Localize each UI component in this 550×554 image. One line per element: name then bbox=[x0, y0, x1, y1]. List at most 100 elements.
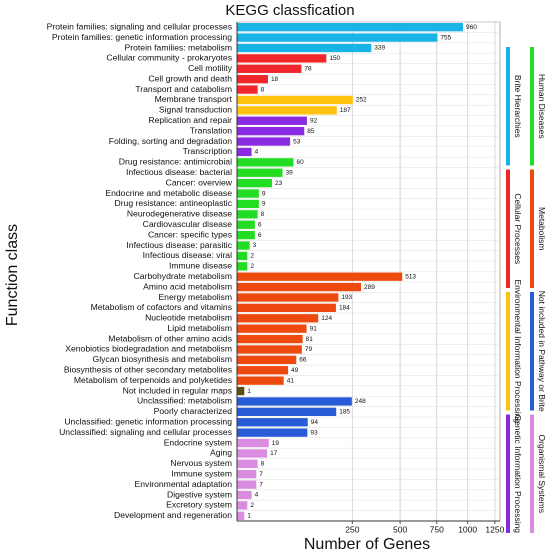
value-label: 9 bbox=[262, 190, 266, 197]
category-label: Translation bbox=[190, 125, 232, 135]
bar bbox=[237, 407, 337, 417]
category-label: Drug resistance: antineoplastic bbox=[114, 198, 232, 208]
bar bbox=[237, 95, 353, 105]
category-label: Environmental adaptation bbox=[135, 479, 233, 489]
category-label: Nucleotide metabolism bbox=[145, 313, 232, 323]
value-label: 6 bbox=[258, 232, 262, 239]
bar bbox=[237, 54, 327, 63]
bar bbox=[237, 449, 268, 458]
value-label: 289 bbox=[364, 284, 375, 291]
category-label: Unclassified: signaling and cellular pro… bbox=[59, 427, 232, 437]
bar bbox=[237, 490, 252, 500]
bar bbox=[237, 459, 258, 468]
value-label: 85 bbox=[307, 128, 315, 135]
category-label: Metabolism of terpenoids and polyketides bbox=[74, 375, 232, 385]
value-label: 9 bbox=[262, 201, 266, 208]
bar bbox=[237, 241, 250, 250]
category-label: Protein families: genetic information pr… bbox=[52, 32, 232, 42]
category-label: Drug resistance: antimicrobial bbox=[119, 157, 232, 167]
value-label: 185 bbox=[339, 409, 350, 416]
bar bbox=[237, 23, 464, 32]
bar bbox=[237, 438, 269, 448]
category-label: Membrane transport bbox=[155, 94, 233, 104]
value-label: 184 bbox=[339, 305, 350, 312]
category-label: Signal transduction bbox=[159, 105, 232, 115]
value-label: 124 bbox=[321, 315, 332, 322]
category-label: Digestive system bbox=[167, 489, 232, 499]
value-label: 81 bbox=[306, 336, 314, 343]
legend-swatch bbox=[530, 169, 534, 288]
bar bbox=[237, 428, 308, 437]
category-label: Cell growth and death bbox=[148, 73, 232, 83]
category-label: Unclassified: metabolism bbox=[137, 396, 232, 406]
bar bbox=[237, 210, 258, 219]
bar bbox=[237, 126, 305, 136]
bar bbox=[237, 178, 272, 188]
legend-label: Genetic Information Processing bbox=[513, 414, 523, 533]
value-label: 248 bbox=[355, 398, 366, 405]
category-label: Xenobiotics biodegradation and metabolis… bbox=[65, 344, 232, 354]
bar bbox=[237, 334, 303, 344]
category-label: Aging bbox=[210, 448, 232, 458]
bar bbox=[237, 85, 258, 94]
category-label: Cardiovascular disease bbox=[143, 219, 233, 229]
category-label: Carbohydrate metabolism bbox=[134, 271, 232, 281]
value-label: 1 bbox=[247, 388, 251, 395]
bar bbox=[237, 116, 307, 125]
bar bbox=[237, 511, 245, 520]
bar bbox=[237, 158, 294, 167]
bar bbox=[237, 168, 283, 177]
bar bbox=[237, 345, 302, 354]
bar bbox=[237, 418, 308, 427]
value-label: 66 bbox=[299, 357, 307, 364]
legend-swatch bbox=[530, 292, 534, 411]
bar bbox=[237, 324, 307, 333]
value-label: 150 bbox=[329, 55, 340, 62]
category-label: Immune system bbox=[171, 468, 232, 478]
bar bbox=[237, 106, 337, 115]
bar bbox=[237, 230, 255, 240]
category-label: Transcription bbox=[183, 146, 233, 156]
legend-swatch bbox=[530, 47, 534, 166]
bar bbox=[237, 199, 259, 209]
bar bbox=[237, 64, 302, 73]
bar bbox=[237, 251, 248, 261]
category-label: Endocrine and metabolic disease bbox=[105, 188, 232, 198]
value-label: 3 bbox=[253, 242, 257, 249]
category-label: Cell motility bbox=[188, 63, 233, 73]
legend-label: Not included in Pathway or Brite bbox=[537, 291, 547, 412]
legend-swatch bbox=[506, 292, 510, 411]
bar bbox=[237, 470, 257, 479]
legend-swatch bbox=[506, 169, 510, 288]
category-label: Glycan biosynthesis and metabolism bbox=[93, 354, 232, 364]
bar bbox=[237, 137, 291, 146]
value-label: 92 bbox=[310, 117, 318, 124]
category-label: Infectious disease: parasitic bbox=[126, 240, 232, 250]
bar bbox=[237, 220, 255, 229]
value-label: 513 bbox=[405, 273, 416, 280]
legend-label: Metabolism bbox=[537, 207, 547, 250]
value-label: 2 bbox=[250, 263, 254, 270]
value-label: 60 bbox=[297, 159, 305, 166]
value-label: 339 bbox=[374, 45, 385, 52]
value-label: 8 bbox=[261, 86, 265, 93]
value-label: 4 bbox=[255, 492, 259, 499]
x-tick-label: 1000 bbox=[458, 524, 477, 534]
bar bbox=[237, 189, 259, 198]
value-label: 39 bbox=[286, 169, 294, 176]
bar bbox=[237, 480, 257, 489]
value-label: 187 bbox=[340, 107, 351, 114]
category-label: Infectious disease: viral bbox=[143, 250, 232, 260]
bar bbox=[237, 355, 297, 365]
legend-label: Organismal Systems bbox=[537, 435, 547, 513]
x-tick-label: 1250 bbox=[485, 524, 504, 534]
value-label: 93 bbox=[310, 429, 318, 436]
bar bbox=[237, 272, 403, 281]
category-label: Cancer: overview bbox=[166, 177, 233, 187]
value-label: 252 bbox=[356, 97, 367, 104]
category-label: Unclassified: genetic information proces… bbox=[64, 417, 232, 427]
x-tick-label: 250 bbox=[345, 524, 359, 534]
value-label: 7 bbox=[259, 471, 263, 478]
category-label: Immune disease bbox=[169, 261, 232, 271]
